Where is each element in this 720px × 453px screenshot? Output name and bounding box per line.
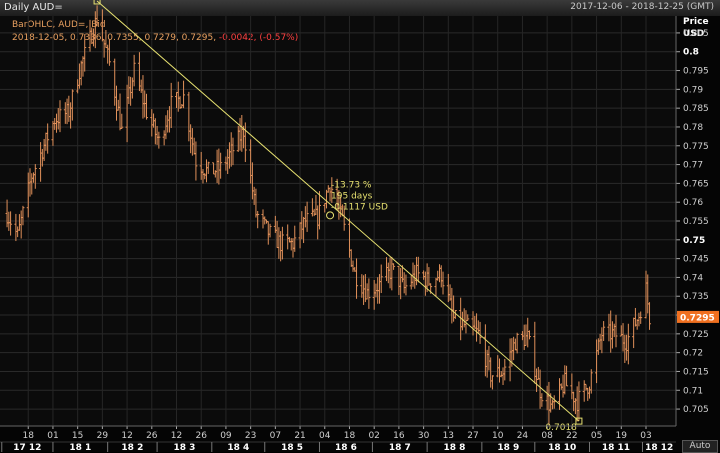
price-axis-label-unit: USD: [683, 29, 705, 39]
x-day-label: 23: [245, 431, 256, 441]
legend-change: -0.0042, (-0.57%): [218, 33, 299, 43]
y-tick-label: 0.715: [683, 367, 709, 377]
x-day-label: 18: [344, 431, 356, 441]
trendline-stat-label: 195 days: [331, 191, 373, 201]
y-tick-label: 0.79: [683, 85, 703, 95]
time-axis[interactable]: [0, 426, 676, 452]
x-day-label: 08: [541, 431, 553, 441]
x-day-label: 13: [443, 431, 454, 441]
y-tick-label: 0.765: [683, 179, 709, 189]
price-axis-label: Price USD: [683, 16, 709, 40]
x-day-label: 18: [23, 431, 35, 441]
x-day-label: 27: [467, 431, 478, 441]
y-tick-label: 0.745: [683, 255, 709, 265]
y-tick-label: 0.74: [683, 273, 703, 283]
x-day-label: 01: [47, 431, 58, 441]
price-axis[interactable]: [676, 16, 720, 452]
x-day-label: 26: [146, 431, 158, 441]
x-day-label: 02: [368, 431, 379, 441]
x-month-label: 18 1: [69, 443, 91, 452]
trendline-end-handle: [575, 417, 583, 425]
legend-series-text: BarOHLC, AUD=, Bid: [12, 20, 106, 30]
last-price-label: 0.7295: [680, 313, 715, 323]
x-day-label: 12: [121, 431, 132, 441]
x-month-label: 18 5: [281, 443, 303, 452]
x-month-label: 17 12: [13, 443, 41, 452]
x-month-label: 18 8: [444, 443, 466, 452]
x-day-label: 21: [294, 431, 305, 441]
trendline: [96, 0, 580, 422]
x-day-label: 24: [517, 431, 529, 441]
y-tick-label: 0.72: [683, 349, 703, 359]
x-day-label: 04: [319, 431, 331, 441]
y-tick-label: 0.725: [683, 330, 709, 340]
x-month-label: 18 3: [173, 443, 195, 452]
x-month-label: 18 11: [602, 443, 630, 452]
y-tick-label: 0.785: [683, 104, 709, 114]
x-month-label: 18 4: [227, 443, 249, 452]
x-month-label: 18 10: [548, 443, 576, 452]
trendline-stat-label: -0.1117 USD: [331, 202, 388, 212]
auto-scale-button[interactable]: Auto: [682, 440, 718, 453]
trendline-stat-label: -13.73 %: [331, 180, 372, 190]
y-tick-label: 0.76: [683, 198, 703, 208]
y-tick-label: 0.75: [683, 236, 705, 246]
trendline-mid-handle: [326, 211, 335, 220]
x-day-label: 16: [393, 431, 405, 441]
legend-values: 2018-12-05, 0.7336, 0.7355, 0.7279, 0.72…: [12, 33, 299, 43]
x-day-label: 30: [418, 431, 430, 441]
x-day-label: 03: [640, 431, 651, 441]
y-tick-label: 0.735: [683, 292, 709, 302]
x-month-label: 18 7: [389, 443, 411, 452]
legend-series: BarOHLC, AUD=, Bid: [12, 20, 106, 30]
x-day-label: 29: [97, 431, 109, 441]
y-tick-label: 0.71: [683, 386, 703, 396]
low-label: 0.7018: [545, 423, 577, 433]
x-day-label: 05: [591, 431, 602, 441]
x-day-label: 12: [171, 431, 182, 441]
y-tick-label: 0.705: [683, 405, 709, 415]
legend-ohlc: 0.7336, 0.7355, 0.7279, 0.7295: [70, 33, 214, 43]
x-month-label: 18 12: [645, 443, 673, 452]
x-month-label: 18 6: [335, 443, 357, 452]
y-tick-label: 0.775: [683, 142, 709, 152]
high-label: 0.8135: [100, 0, 131, 1]
last-price-tag: [677, 310, 719, 323]
legend-date: 2018-12-05: [12, 33, 65, 43]
chart-title: Daily AUD=: [4, 2, 63, 13]
y-tick-label: 0.8: [683, 48, 699, 58]
x-day-label: 26: [195, 431, 207, 441]
y-tick-label: 0.795: [683, 67, 709, 77]
x-day-label: 15: [72, 431, 83, 441]
trendline-start-handle: [93, 0, 101, 5]
x-day-label: 09: [220, 431, 232, 441]
x-day-label: 19: [616, 431, 628, 441]
date-range: 2017-12-06 - 2018-12-25 (GMT): [570, 2, 714, 12]
x-day-label: 10: [492, 431, 504, 441]
x-month-label: 18 9: [497, 443, 519, 452]
y-tick-label: 0.77: [683, 161, 703, 171]
y-tick-label: 0.805: [683, 29, 709, 39]
y-tick-label: 0.755: [683, 217, 709, 227]
x-day-label: 22: [566, 431, 577, 441]
price-axis-label-line1: Price: [683, 17, 709, 27]
x-day-label: 07: [270, 431, 281, 441]
x-month-label: 18 2: [121, 443, 143, 452]
y-tick-label: 0.78: [683, 123, 703, 133]
